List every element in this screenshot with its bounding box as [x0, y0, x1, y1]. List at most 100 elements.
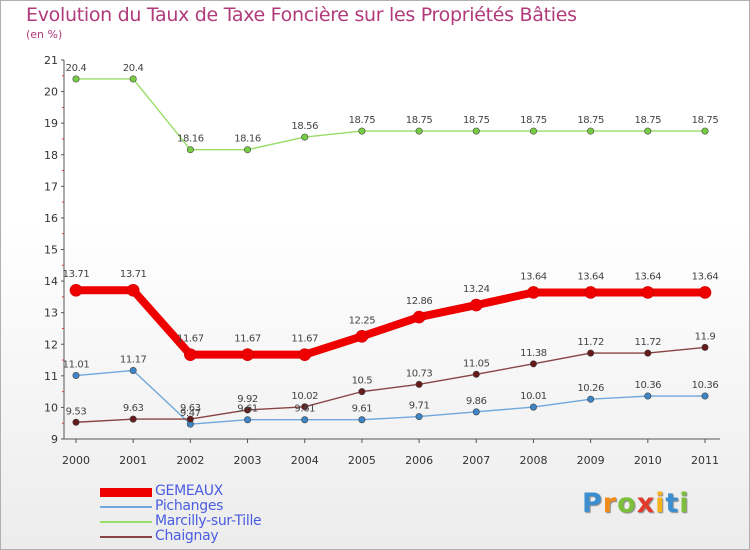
- data-point: [701, 392, 709, 400]
- y-tick-label: 12: [44, 338, 58, 351]
- x-tick-label: 2000: [62, 454, 90, 467]
- data-label: 11.01: [63, 360, 90, 371]
- data-label: 12.25: [349, 315, 376, 326]
- data-label: 13.64: [634, 271, 661, 282]
- data-point: [587, 349, 595, 357]
- data-label: 9.63: [123, 403, 144, 414]
- data-point: [641, 286, 655, 299]
- data-label: 9.61: [352, 404, 373, 415]
- x-tick-label: 2006: [405, 454, 433, 467]
- data-point: [584, 286, 597, 299]
- y-tick-label: 11: [44, 370, 58, 383]
- data-point: [126, 283, 140, 297]
- data-point: [129, 366, 137, 374]
- data-label: 11.05: [463, 358, 490, 369]
- chart-title: Evolution du Taux de Taxe Foncière sur l…: [26, 4, 577, 26]
- data-label: 10.36: [634, 380, 661, 391]
- data-point: [529, 360, 537, 368]
- data-label: 9.92: [237, 394, 258, 405]
- data-label: 10.36: [692, 380, 719, 391]
- y-tick-label: 20: [44, 86, 58, 99]
- data-point: [129, 75, 137, 83]
- data-label: 13.64: [692, 271, 719, 282]
- series-line-GEMEAUX: [76, 286, 705, 359]
- data-label: 9.71: [409, 401, 430, 412]
- data-label: 13.71: [120, 269, 147, 280]
- data-point: [587, 127, 595, 135]
- data-point: [529, 127, 537, 135]
- x-tick-label: 2005: [348, 454, 376, 467]
- logo-letter: o: [617, 488, 637, 519]
- data-point: [301, 403, 309, 411]
- data-point: [301, 416, 309, 424]
- data-point: [415, 127, 423, 135]
- data-point: [527, 286, 540, 299]
- y-tick-label: 17: [44, 180, 58, 193]
- series-line-Marcilly-sur-Tille: [76, 78, 705, 151]
- data-point: [415, 380, 423, 388]
- data-point: [529, 403, 537, 411]
- legend-swatch: [100, 521, 152, 523]
- data-point: [644, 392, 652, 400]
- data-label: 9.86: [466, 396, 487, 407]
- data-label: 11.9: [695, 331, 716, 342]
- data-point: [472, 370, 480, 378]
- data-point: [701, 343, 709, 351]
- data-point: [472, 408, 480, 416]
- data-label: 12.86: [406, 296, 433, 307]
- x-tick-label: 2010: [634, 454, 662, 467]
- data-label: 18.75: [349, 115, 376, 126]
- data-point: [72, 75, 80, 83]
- data-label: 9.63: [180, 403, 201, 414]
- data-label: 18.16: [177, 134, 204, 145]
- data-label: 10.02: [291, 391, 318, 402]
- data-label: 11.67: [291, 334, 318, 345]
- x-tick-label: 2004: [291, 454, 319, 467]
- data-label: 20.4: [66, 63, 87, 74]
- logo-letter: i: [655, 488, 666, 519]
- data-point: [358, 127, 366, 135]
- data-label: 11.72: [577, 337, 604, 348]
- data-label: 11.38: [520, 348, 547, 359]
- series-line-Chaignay: [75, 346, 706, 423]
- logo-letter: t: [665, 488, 680, 519]
- data-point: [129, 415, 137, 423]
- legend-label: Pichanges: [155, 498, 224, 514]
- data-label: 10.26: [577, 383, 604, 394]
- x-tick-label: 2011: [691, 454, 719, 467]
- data-label: 18.75: [463, 115, 490, 126]
- data-point: [72, 372, 80, 380]
- x-tick-label: 2007: [462, 454, 490, 467]
- y-tick-label: 21: [44, 54, 58, 67]
- data-point: [358, 388, 366, 396]
- data-point: [698, 286, 712, 299]
- data-point: [301, 133, 309, 141]
- data-point: [644, 127, 652, 135]
- data-point: [244, 416, 252, 424]
- data-point: [244, 146, 252, 154]
- y-tick-label: 15: [44, 244, 58, 257]
- data-point: [412, 310, 426, 324]
- data-label: 9.61: [237, 404, 258, 415]
- legend-swatch: [100, 487, 152, 497]
- legend-label: Chaignay: [155, 528, 219, 544]
- data-point: [72, 418, 80, 426]
- data-point: [469, 298, 483, 312]
- legend-swatch: [100, 506, 152, 508]
- data-label: 18.75: [406, 115, 433, 126]
- logo-letter: i: [679, 488, 690, 519]
- data-point: [69, 283, 83, 297]
- data-label: 10.5: [352, 376, 373, 387]
- data-label: 18.75: [577, 115, 604, 126]
- y-tick-label: 19: [44, 117, 58, 130]
- data-label: 18.75: [520, 115, 547, 126]
- data-label: 18.16: [234, 134, 261, 145]
- y-tick-label: 18: [44, 149, 58, 162]
- data-point: [472, 127, 480, 135]
- data-point: [644, 349, 652, 357]
- data-point: [186, 146, 194, 154]
- data-label: 13.64: [577, 271, 604, 282]
- logo-letter: x: [636, 488, 656, 519]
